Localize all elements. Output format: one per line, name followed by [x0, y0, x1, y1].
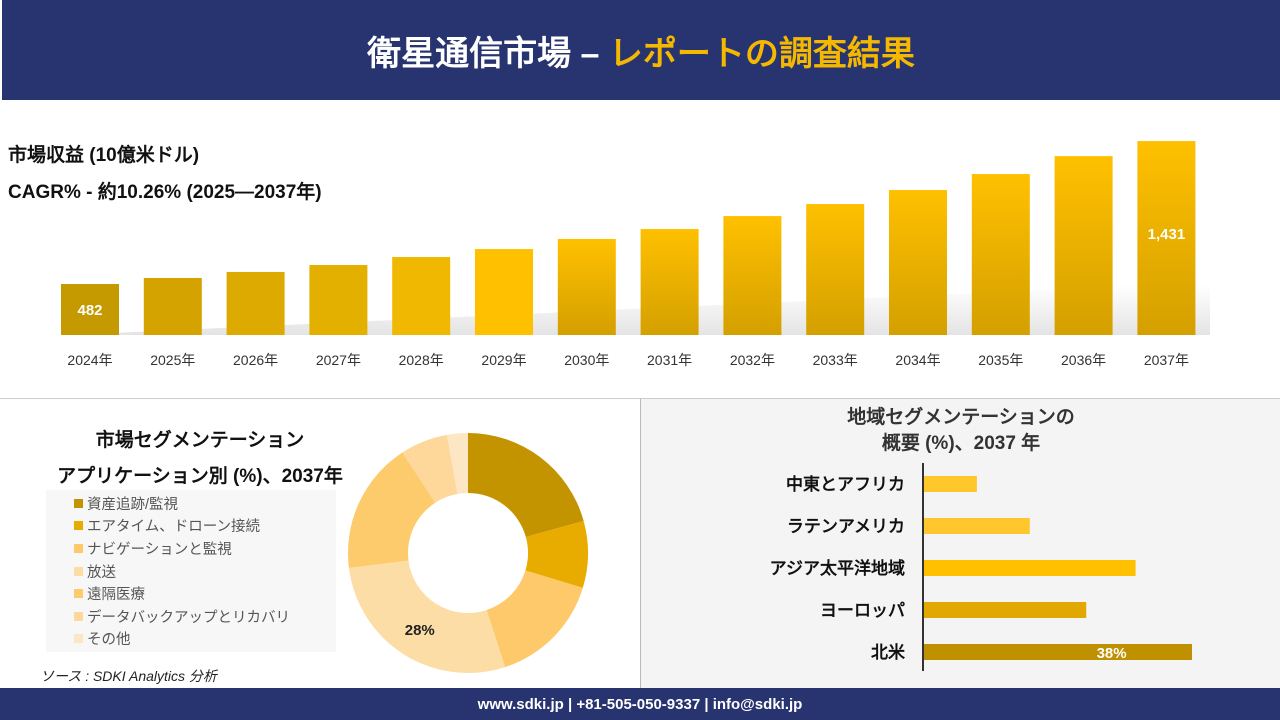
- bar-2025年: [143, 277, 202, 335]
- legend-item: 資産追跡/監視: [74, 492, 336, 515]
- category-label: 中東とアフリカ: [786, 474, 905, 494]
- title-main: 衛星通信市場 –: [367, 34, 600, 73]
- legend-label: データバックアップとリカバリ: [87, 609, 290, 626]
- bar-2029年: [475, 249, 533, 335]
- legend-label: エアタイム、ドローン接続: [87, 519, 260, 536]
- region-title-line1: 地域セグメンテーションの: [847, 407, 1075, 428]
- source-note: ソース : SDKI Analytics 分析: [40, 668, 217, 684]
- legend-item: その他: [74, 628, 336, 651]
- x-tick-label: 2029年: [481, 352, 526, 368]
- bar-2026年: [226, 271, 285, 335]
- data-label: 482: [77, 302, 102, 319]
- title-accent: レポートの調査結果: [608, 34, 915, 73]
- legend-swatch: [74, 543, 83, 553]
- x-tick-label: 2025年: [150, 352, 195, 368]
- bar-2037年: [1137, 141, 1196, 335]
- legend-item: エアタイム、ドローン接続: [74, 515, 336, 538]
- x-tick-label: 2033年: [813, 352, 858, 368]
- application-donut-chart: 28%: [348, 433, 588, 673]
- category-label: 北米: [871, 642, 906, 662]
- donut-slice-データバックアップとリカバリ: [402, 434, 458, 503]
- donut-slice-ナビゲーションと監視: [486, 570, 583, 668]
- pie-subtitle: アプリケーション別 (%)、2037年: [57, 466, 343, 487]
- revenue-bar-chart: 2024年 482 2025年 2026年 2027年 2028年 2029年 2030年 20…: [61, 141, 1210, 368]
- donut-slice-エアタイム、ドローン接続: [525, 520, 588, 588]
- bar-2036年: [1054, 156, 1113, 335]
- footer-contact: www.sdki.jp | +81-505-050-9337 | info@sd…: [0, 688, 1280, 720]
- donut-slice-放送: [348, 560, 506, 673]
- donut-slice-その他: [446, 433, 468, 494]
- revenue-label: 市場収益 (10億米ドル): [8, 145, 200, 166]
- legend-label: その他: [87, 632, 131, 649]
- x-tick-label: 2037年: [1144, 352, 1189, 368]
- legend-swatch: [74, 634, 83, 644]
- legend-item: データバックアップとリカバリ: [74, 605, 336, 628]
- legend-item: 遠隔医療: [74, 582, 336, 605]
- legend-label: 資産追跡/監視: [87, 496, 179, 513]
- data-label: 38%: [1097, 645, 1127, 662]
- x-tick-label: 2034年: [895, 352, 940, 368]
- category-label: ラテンアメリカ: [787, 517, 905, 536]
- data-label: 1,431: [1148, 226, 1186, 243]
- legend-swatch: [74, 589, 83, 599]
- bar-2030年: [557, 238, 616, 335]
- data-label: 28%: [405, 622, 435, 639]
- x-tick-label: 2028年: [399, 352, 444, 368]
- legend-item: 放送: [74, 560, 336, 583]
- bar-アジア太平洋地域: [924, 560, 1136, 576]
- legend-swatch: [74, 498, 83, 508]
- bar-2033年: [806, 204, 865, 335]
- cagr-label: CAGR% - 約10.26% (2025—2037年): [8, 182, 322, 203]
- region-segment-panel: 地域セグメンテーションの 概要 (%)、2037 年 中東とアフリカ ラテンアメリカ…: [640, 398, 1280, 688]
- x-tick-label: 2035年: [978, 352, 1023, 368]
- bar-2032年: [723, 216, 782, 335]
- bar-ラテンアメリカ: [924, 518, 1030, 534]
- bar-2024年: [61, 284, 119, 335]
- bar-2028年: [392, 257, 451, 335]
- legend-swatch: [74, 521, 83, 531]
- bar-2034年: [889, 190, 947, 335]
- legend-label: ナビゲーションと監視: [87, 541, 232, 558]
- bar-北米: [924, 644, 1192, 660]
- legend-label: 遠隔医療: [87, 587, 145, 604]
- bar-2031年: [640, 229, 699, 335]
- legend-item: ナビゲーションと監視: [74, 537, 336, 560]
- x-tick-label: 2024年: [67, 352, 112, 368]
- x-tick-label: 2026年: [233, 352, 278, 368]
- x-tick-label: 2032年: [730, 352, 775, 368]
- bar-2027年: [309, 265, 368, 335]
- x-tick-label: 2036年: [1061, 352, 1106, 368]
- pie-title: 市場セグメンテーション: [95, 430, 305, 451]
- donut-slice-資産追跡/監視: [468, 433, 584, 537]
- category-label: ヨーロッパ: [820, 601, 905, 620]
- region-title-line2: 概要 (%)、2037 年: [881, 433, 1041, 454]
- region-title: 地域セグメンテーションの 概要 (%)、2037 年: [641, 405, 1280, 457]
- bar-ヨーロッパ: [924, 602, 1087, 618]
- x-tick-label: 2027年: [316, 352, 361, 368]
- legend-swatch: [74, 611, 83, 621]
- legend-swatch: [74, 566, 83, 576]
- header-banner: 衛星通信市場 – レポートの調査結果: [2, 0, 1280, 100]
- legend-label: 放送: [87, 564, 116, 581]
- category-label: アジア太平洋地域: [770, 558, 905, 578]
- x-tick-label: 2031年: [647, 352, 692, 368]
- bar-中東とアフリカ: [924, 476, 977, 492]
- donut-slice-遠隔医療: [348, 452, 436, 569]
- pie-legend: 資産追跡/監視エアタイム、ドローン接続 ナビゲーションと監視 放送遠隔医療データバッ…: [46, 490, 336, 652]
- x-tick-label: 2030年: [564, 352, 609, 368]
- bar-2035年: [971, 174, 1030, 335]
